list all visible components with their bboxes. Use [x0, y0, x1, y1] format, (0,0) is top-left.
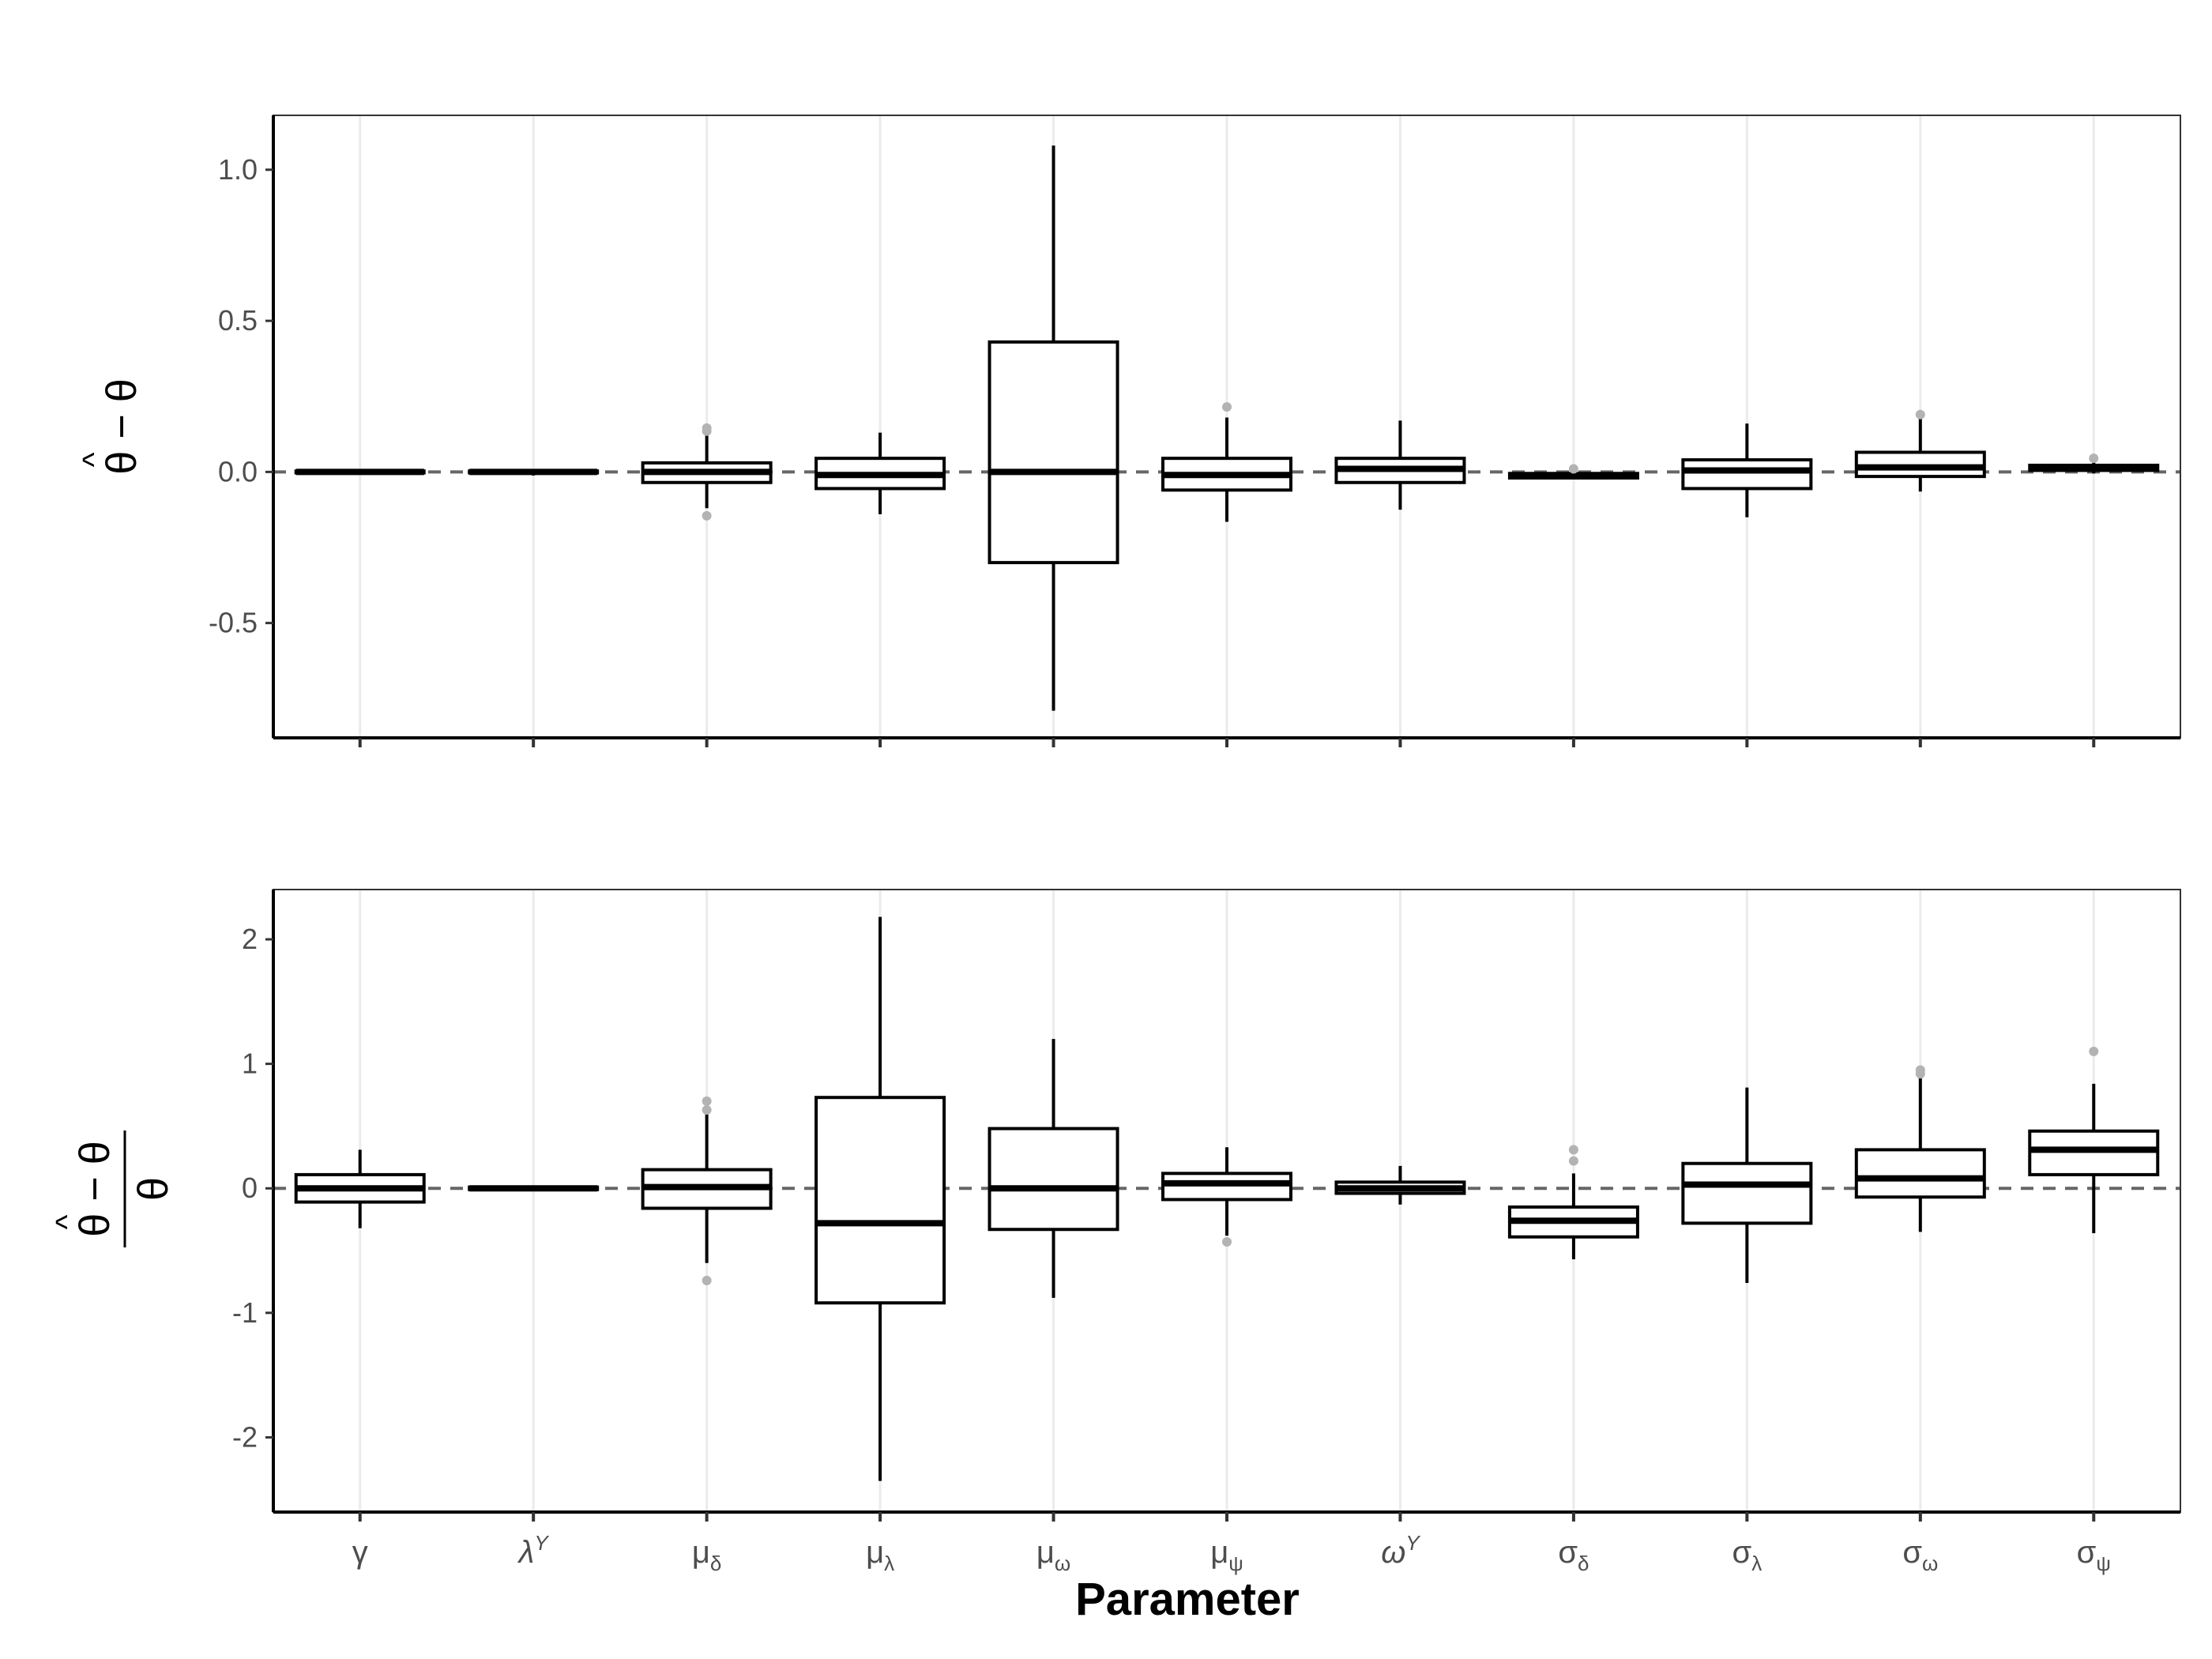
outlier-point	[1568, 1145, 1578, 1155]
outlier-point	[2089, 453, 2099, 464]
y-tick-label: -1	[232, 1296, 258, 1329]
bottom-y-title-denominator: θ	[130, 1177, 177, 1201]
outlier-point	[1222, 402, 1232, 412]
y-tick-label: 1.0	[218, 153, 258, 186]
bottom-y-title-numerator: θ − θ	[71, 1141, 118, 1237]
x-tick-label: μψ	[1210, 1535, 1243, 1575]
outlier-point	[2089, 1046, 2099, 1056]
top-panel: -0.5 0.0 0.5 1.0	[209, 115, 2181, 747]
y-tick-label: -2	[232, 1420, 258, 1453]
x-tick-label: μω	[1036, 1535, 1070, 1575]
box-8	[1507, 464, 1639, 480]
x-tick-label: μδ	[692, 1535, 722, 1575]
box-9	[1681, 1087, 1813, 1284]
outlier-point	[702, 510, 712, 521]
x-tick-label: ωY	[1381, 1531, 1420, 1570]
outlier-point	[702, 1104, 712, 1115]
x-tick-label: σλ	[1732, 1535, 1762, 1575]
y-tick-label: 0.0	[218, 455, 258, 487]
box-2	[468, 468, 600, 476]
box-3	[641, 423, 773, 521]
box-iqr	[1681, 458, 1813, 491]
top-panel-y-axis: -0.5 0.0 0.5 1.0	[209, 153, 273, 639]
outlier-point	[702, 423, 712, 433]
box-8	[1507, 1145, 1639, 1260]
x-axis-tick-labels: γ λY μδ μλ μω μψ ωY σδ σλ σω σψ	[352, 1531, 2111, 1575]
x-tick-label: σω	[1902, 1535, 1938, 1575]
x-tick-label: λY	[517, 1531, 550, 1570]
bottom-y-title-hat: ^	[50, 1214, 85, 1229]
box-iqr	[814, 1096, 946, 1305]
outlier-point	[702, 1096, 712, 1106]
y-tick-label: 0.5	[218, 304, 258, 337]
bottom-panel-y-axis: -2 -1 0 1 2	[232, 923, 273, 1453]
box-11	[2028, 453, 2160, 474]
box-3	[641, 1096, 773, 1285]
box-iqr	[1854, 1148, 1986, 1199]
box-5	[988, 1039, 1119, 1298]
outlier-point	[1568, 1156, 1578, 1166]
bottom-panel-x-ticks	[358, 1512, 2096, 1522]
box-iqr	[988, 1127, 1119, 1232]
box-6	[1161, 402, 1292, 522]
box-10	[1854, 409, 1986, 492]
box-1	[294, 1149, 426, 1228]
box-1	[294, 468, 426, 476]
box-11	[2028, 1046, 2160, 1233]
top-y-title-hat: ^	[77, 452, 111, 467]
box-7	[1334, 1165, 1466, 1205]
outlier-point	[1222, 1237, 1232, 1247]
y-tick-label: 2	[242, 923, 258, 955]
outlier-point	[702, 1275, 712, 1285]
y-tick-label: 0	[242, 1172, 258, 1204]
bottom-panel: -2 -1 0 1 2	[232, 889, 2181, 1522]
box-10	[1854, 1065, 1986, 1232]
x-tick-label: μλ	[866, 1535, 894, 1575]
bottom-panel-y-title: θ − θ ^ θ	[50, 1130, 177, 1247]
box-iqr	[1681, 1161, 1813, 1225]
box-iqr	[988, 340, 1119, 565]
top-y-title-text: θ − θ	[98, 378, 145, 475]
box-4	[814, 432, 946, 514]
top-panel-boxes	[294, 145, 2160, 711]
y-tick-label: -0.5	[209, 607, 258, 639]
box-4	[814, 916, 946, 1481]
bottom-panel-boxes	[294, 916, 2160, 1481]
outlier-point	[1915, 1065, 1925, 1075]
box-6	[1161, 1147, 1292, 1247]
top-panel-y-title: θ − θ ^	[77, 378, 145, 475]
x-tick-label: σψ	[2077, 1535, 2111, 1575]
y-tick-label: 1	[242, 1048, 258, 1080]
x-axis-title: Parameter	[1075, 1574, 1300, 1625]
top-panel-x-ticks	[358, 738, 2096, 747]
box-9	[1681, 423, 1813, 517]
x-tick-label: σδ	[1558, 1535, 1589, 1575]
box-5	[988, 145, 1119, 711]
outlier-point	[1568, 464, 1578, 474]
box-7	[1334, 420, 1466, 510]
box-2	[468, 1185, 600, 1192]
outlier-point	[1915, 409, 1925, 419]
x-tick-label: γ	[352, 1535, 368, 1570]
